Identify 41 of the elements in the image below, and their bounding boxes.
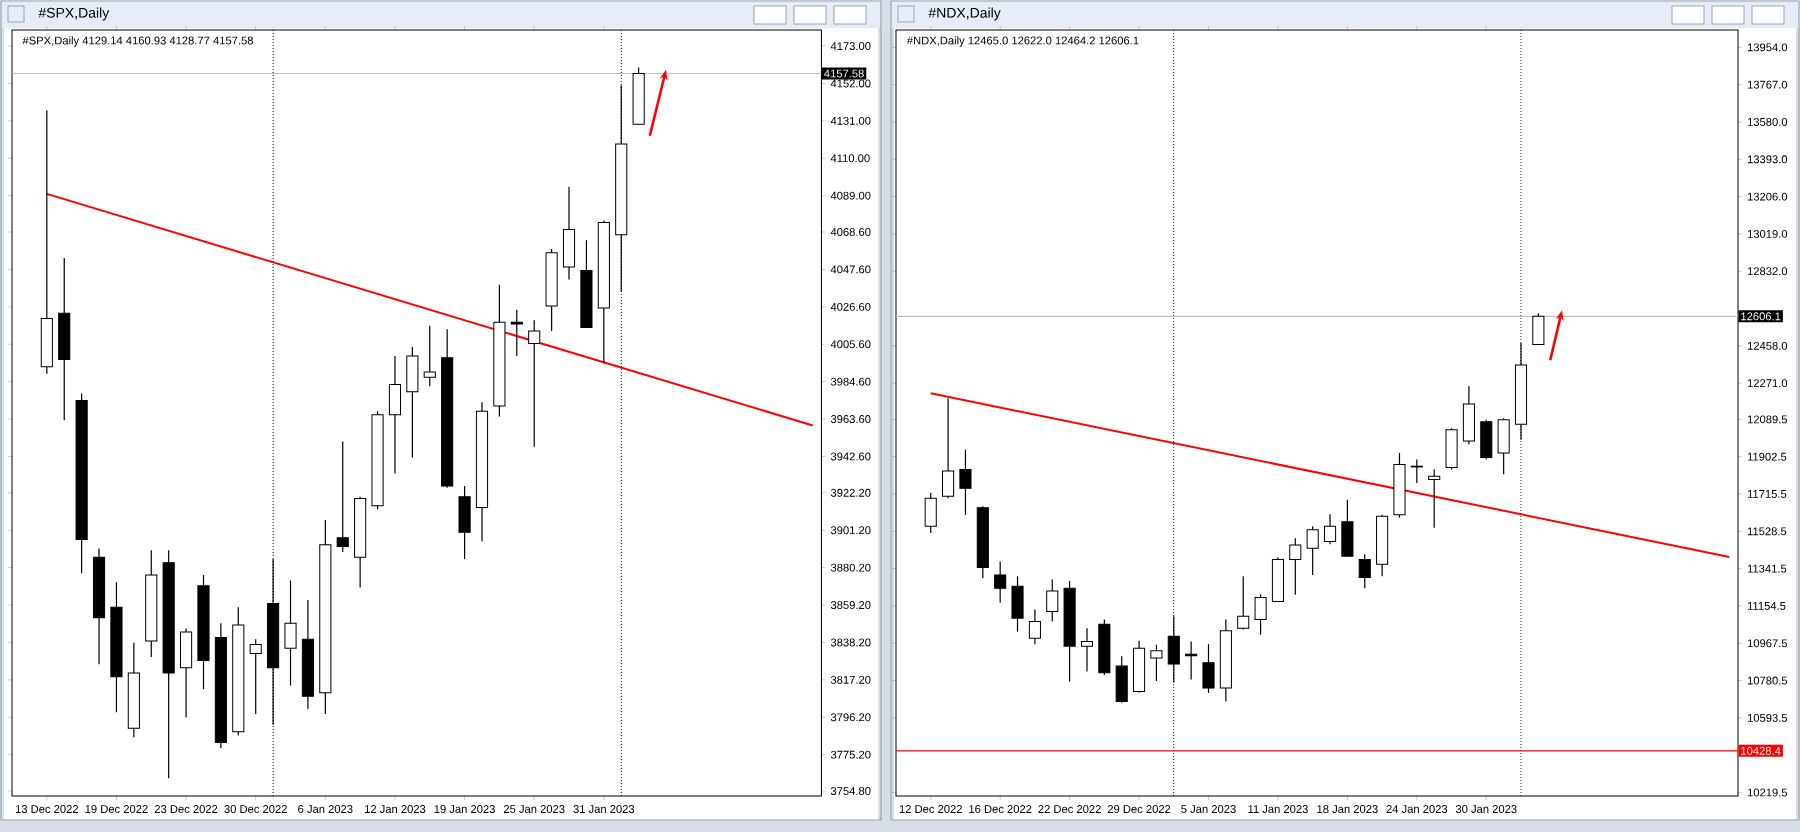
candlestick	[994, 560, 1007, 604]
candlestick	[58, 257, 71, 421]
candlestick	[1323, 513, 1337, 545]
candlestick	[1462, 385, 1475, 445]
candlestick	[284, 579, 297, 687]
candlestick	[1532, 312, 1545, 346]
candlestick	[1358, 553, 1371, 589]
candlestick	[1150, 644, 1163, 682]
candlestick	[1376, 514, 1389, 577]
candlestick	[510, 309, 523, 357]
candlestick	[1185, 640, 1198, 681]
candlestick	[924, 492, 937, 534]
candlestick	[423, 325, 436, 387]
candlestick	[1289, 537, 1302, 596]
candlestick	[1306, 525, 1319, 576]
candlestick	[959, 449, 972, 516]
candlestick	[1497, 417, 1510, 475]
candlestick	[388, 355, 402, 475]
candlestick	[1080, 627, 1094, 673]
candlestick	[1341, 499, 1354, 557]
candlestick	[1254, 593, 1267, 636]
candlestick	[1271, 556, 1285, 603]
candlestick	[1428, 468, 1441, 529]
candlestick	[1410, 458, 1423, 484]
candlestick	[1480, 419, 1493, 460]
candlestick	[1011, 575, 1024, 633]
candlestick	[1133, 640, 1146, 694]
candlestick	[1445, 427, 1458, 471]
candlestick	[1028, 608, 1041, 645]
candlestick	[249, 638, 262, 715]
candlestick	[406, 346, 419, 459]
candlestick	[1115, 655, 1128, 704]
candlestick	[562, 186, 576, 280]
candlestick	[336, 440, 349, 553]
candlestick	[942, 397, 955, 499]
candlestick	[1046, 578, 1059, 623]
candlestick	[458, 485, 471, 560]
candlestick	[528, 319, 541, 448]
candlestick	[180, 627, 193, 719]
candlestick	[1237, 575, 1250, 631]
candlestick	[1202, 643, 1215, 694]
